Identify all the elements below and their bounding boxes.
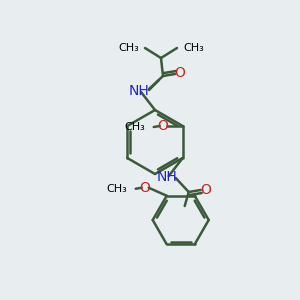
Text: CH₃: CH₃ bbox=[106, 184, 127, 194]
Text: CH₃: CH₃ bbox=[124, 122, 145, 132]
Text: O: O bbox=[175, 66, 185, 80]
Text: NH: NH bbox=[156, 170, 177, 184]
Text: CH₃: CH₃ bbox=[118, 43, 139, 53]
Text: CH₃: CH₃ bbox=[183, 43, 204, 53]
Text: O: O bbox=[200, 183, 211, 197]
Text: O: O bbox=[157, 119, 168, 133]
Text: NH: NH bbox=[129, 84, 149, 98]
Text: O: O bbox=[139, 181, 150, 195]
